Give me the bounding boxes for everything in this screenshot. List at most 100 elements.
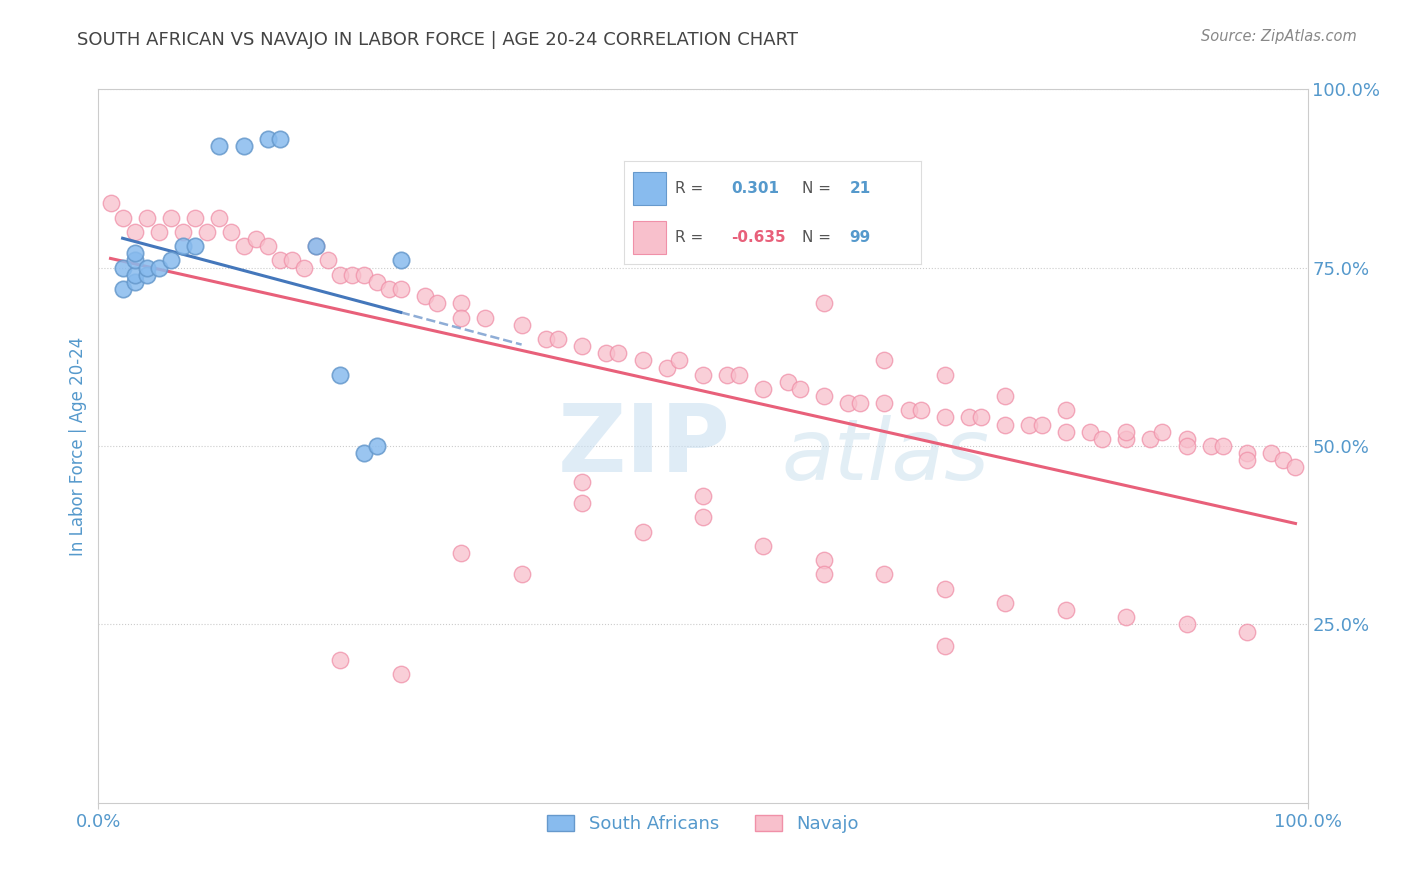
Text: SOUTH AFRICAN VS NAVAJO IN LABOR FORCE | AGE 20-24 CORRELATION CHART: SOUTH AFRICAN VS NAVAJO IN LABOR FORCE |… — [77, 31, 799, 49]
Point — [692, 368, 714, 382]
Point — [1152, 425, 1174, 439]
Point — [232, 239, 254, 253]
Point — [1091, 432, 1114, 446]
Point — [329, 268, 352, 282]
Point — [849, 396, 872, 410]
Point — [873, 353, 896, 368]
Point — [124, 225, 146, 239]
Point — [135, 260, 157, 275]
Point — [934, 368, 956, 382]
Point — [813, 296, 835, 310]
Point — [1199, 439, 1222, 453]
Point — [1018, 417, 1040, 432]
Point — [595, 346, 617, 360]
Point — [269, 132, 291, 146]
Point — [1078, 425, 1101, 439]
Point — [1115, 610, 1137, 624]
Point — [135, 211, 157, 225]
Point — [474, 310, 496, 325]
Point — [172, 239, 194, 253]
Point — [389, 282, 412, 296]
Point — [547, 332, 569, 346]
Point — [184, 211, 207, 225]
Point — [752, 539, 775, 553]
Point — [692, 510, 714, 524]
Point — [124, 275, 146, 289]
Point — [631, 524, 654, 539]
Point — [413, 289, 436, 303]
Point — [534, 332, 557, 346]
Point — [716, 368, 738, 382]
Point — [353, 446, 375, 460]
Point — [281, 253, 304, 268]
Point — [316, 253, 339, 268]
Point — [934, 410, 956, 425]
Point — [1054, 425, 1077, 439]
Point — [111, 260, 134, 275]
Text: ZIP: ZIP — [558, 400, 731, 492]
Point — [160, 211, 183, 225]
Point — [195, 225, 218, 239]
Point — [389, 667, 412, 681]
Point — [1260, 446, 1282, 460]
Point — [752, 189, 775, 203]
Point — [342, 268, 364, 282]
Point — [873, 567, 896, 582]
Point — [1284, 460, 1306, 475]
Y-axis label: In Labor Force | Age 20-24: In Labor Force | Age 20-24 — [69, 336, 87, 556]
Text: atlas: atlas — [782, 415, 990, 499]
Point — [1115, 432, 1137, 446]
Point — [1054, 403, 1077, 417]
Point — [813, 567, 835, 582]
Point — [111, 211, 134, 225]
Point — [377, 282, 399, 296]
Point — [752, 382, 775, 396]
Point — [160, 253, 183, 268]
Point — [910, 403, 932, 417]
Point — [1175, 432, 1198, 446]
Point — [148, 225, 170, 239]
Point — [607, 346, 630, 360]
Point — [728, 368, 751, 382]
Point — [1236, 446, 1258, 460]
Point — [124, 246, 146, 260]
Point — [994, 417, 1017, 432]
Point — [934, 639, 956, 653]
Point — [366, 439, 388, 453]
Point — [813, 553, 835, 567]
Point — [135, 268, 157, 282]
Point — [668, 353, 690, 368]
Point — [184, 239, 207, 253]
Point — [1115, 425, 1137, 439]
Point — [631, 353, 654, 368]
Point — [776, 375, 799, 389]
Point — [1272, 453, 1295, 467]
Point — [692, 489, 714, 503]
Point — [111, 282, 134, 296]
Point — [426, 296, 449, 310]
Point — [813, 389, 835, 403]
Point — [208, 211, 231, 225]
Point — [256, 132, 278, 146]
Point — [1175, 617, 1198, 632]
Point — [450, 546, 472, 560]
Point — [1175, 439, 1198, 453]
Point — [329, 368, 352, 382]
Point — [366, 275, 388, 289]
Point — [994, 596, 1017, 610]
Point — [353, 268, 375, 282]
Point — [571, 339, 593, 353]
Point — [148, 260, 170, 275]
Point — [789, 382, 811, 396]
Point — [873, 396, 896, 410]
Point — [655, 360, 678, 375]
Text: Source: ZipAtlas.com: Source: ZipAtlas.com — [1201, 29, 1357, 44]
Point — [124, 268, 146, 282]
Point — [1139, 432, 1161, 446]
Point — [1236, 453, 1258, 467]
Point — [450, 296, 472, 310]
Point — [305, 239, 328, 253]
Point — [208, 139, 231, 153]
Point — [510, 318, 533, 332]
Point — [571, 496, 593, 510]
